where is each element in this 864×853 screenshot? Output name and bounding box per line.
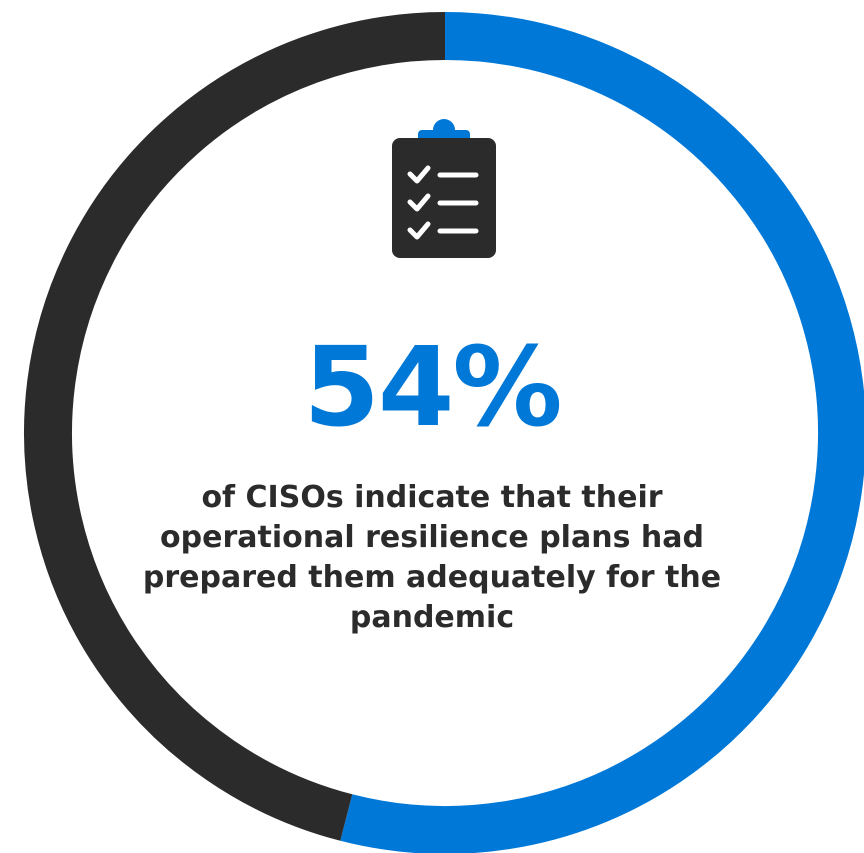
check-mark-1 [407,165,431,184]
check-mark-3 [407,221,431,240]
clipboard-checklist-icon [388,116,500,261]
clipboard-board [392,138,496,258]
donut-slice-2 [24,12,446,841]
stat-caption: of CISOs indicate that their operational… [142,480,722,635]
donut-slice-1 [340,12,864,853]
check-mark-2 [407,193,431,212]
stat-value: 54% [303,323,562,451]
